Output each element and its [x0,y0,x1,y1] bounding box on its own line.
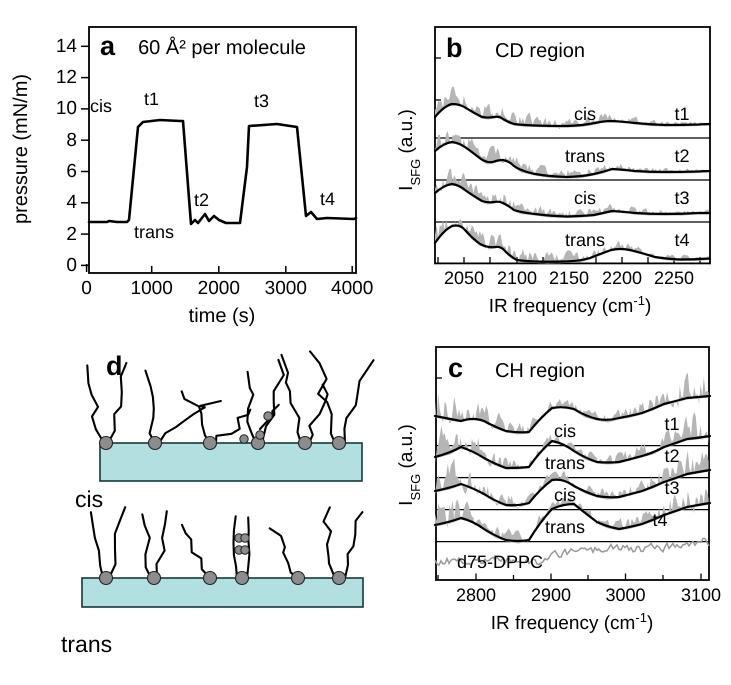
svg-text:t3: t3 [674,188,689,208]
svg-text:cis: cis [574,188,596,208]
svg-text:2250: 2250 [654,268,694,288]
svg-text:t1: t1 [674,104,689,124]
svg-text:4: 4 [66,192,77,213]
svg-text:t2: t2 [674,146,689,166]
svg-text:0: 0 [81,278,92,299]
svg-text:CH region: CH region [495,360,585,382]
svg-text:trans: trans [545,517,585,537]
svg-text:IR frequency (cm-1): IR frequency (cm-1) [491,610,654,635]
svg-text:2100: 2100 [497,268,537,288]
svg-text:t3: t3 [664,478,679,498]
svg-text:CD region: CD region [495,40,585,62]
svg-text:t2: t2 [194,190,209,210]
svg-text:2800: 2800 [456,585,496,605]
svg-text:b: b [446,33,463,63]
svg-text:2: 2 [66,224,77,245]
svg-text:d75-DPPC: d75-DPPC [457,552,543,572]
svg-text:t4: t4 [674,230,689,250]
svg-text:2200: 2200 [602,268,642,288]
svg-text:trans: trans [565,146,605,166]
svg-text:trans: trans [545,453,585,473]
svg-text:12: 12 [56,67,77,88]
svg-text:IR frequency (cm-1): IR frequency (cm-1) [489,293,652,318]
svg-text:2150: 2150 [549,268,589,288]
svg-text:2900: 2900 [531,585,571,605]
svg-text:a: a [100,31,116,61]
svg-text:10: 10 [56,98,77,119]
svg-text:t2: t2 [664,446,679,466]
svg-text:trans: trans [61,631,112,657]
svg-text:trans: trans [134,222,174,242]
svg-text:trans: trans [565,230,605,250]
svg-text:60 Å² per molecule: 60 Å² per molecule [138,36,306,59]
svg-text:cis: cis [554,485,576,505]
svg-text:3000: 3000 [265,278,307,299]
svg-text:t1: t1 [144,89,159,109]
svg-text:cis: cis [554,421,576,441]
svg-text:t1: t1 [664,414,679,434]
svg-text:t4: t4 [320,189,335,209]
svg-text:cis: cis [75,486,103,512]
svg-text:8: 8 [66,130,77,151]
svg-text:3000: 3000 [605,585,645,605]
svg-text:cis: cis [574,104,596,124]
svg-text:1000: 1000 [131,278,173,299]
svg-text:t4: t4 [652,510,667,530]
svg-text:0: 0 [66,255,77,276]
svg-text:t3: t3 [254,91,269,111]
svg-text:time (s): time (s) [189,305,256,327]
svg-text:6: 6 [66,161,77,182]
svg-text:2050: 2050 [444,268,484,288]
svg-text:2000: 2000 [198,278,240,299]
svg-text:14: 14 [56,36,78,57]
svg-text:cis: cis [90,96,112,116]
svg-text:3100: 3100 [681,585,721,605]
svg-text:4000: 4000 [331,278,373,299]
svg-text:pressure (mN/m): pressure (mN/m) [10,74,32,224]
svg-text:c: c [448,353,463,383]
